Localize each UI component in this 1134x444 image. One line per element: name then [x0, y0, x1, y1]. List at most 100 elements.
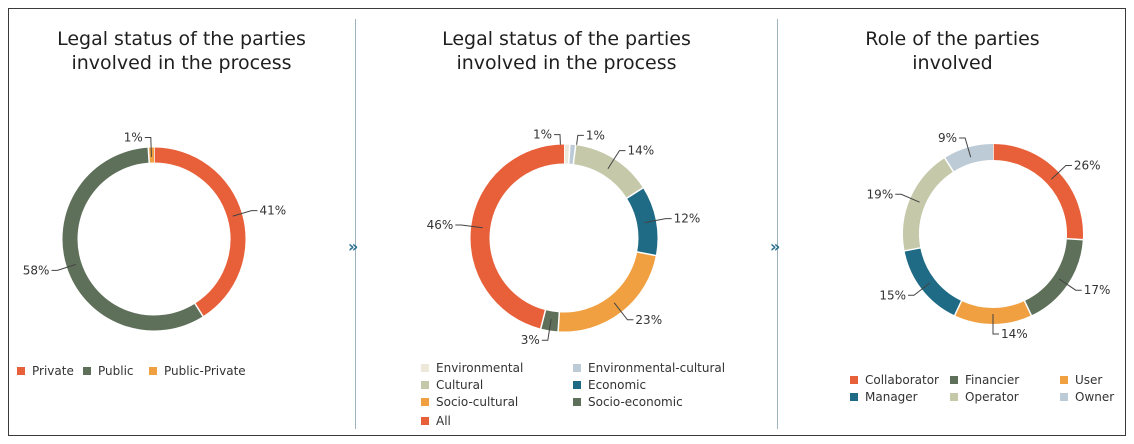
- legend-label: User: [1075, 373, 1103, 387]
- legend-item-financier: Financier: [950, 373, 1019, 387]
- chart-title: Legal status of the parties involved in …: [9, 27, 354, 75]
- legend-swatch: [83, 367, 91, 375]
- data-label-cultural: 14%: [627, 144, 654, 158]
- legend-item-environmental-cultural: Environmental-cultural: [573, 361, 725, 375]
- legend-item-collaborator: Collaborator: [850, 373, 939, 387]
- slice-separator: [557, 311, 561, 333]
- donut-chart: 41% 58% 1%: [23, 131, 286, 331]
- data-label-operator: 19%: [867, 187, 894, 201]
- chart-legend: Environmental Environmental-cultural Cul…: [356, 9, 777, 437]
- data-label-socio-economic: 3%: [521, 333, 540, 347]
- slice-separator: [1065, 237, 1084, 241]
- legend-swatch: [421, 398, 429, 406]
- legend-swatch: [17, 367, 25, 375]
- legend-item-manager: Manager: [850, 390, 918, 404]
- legend-swatch: [950, 376, 958, 384]
- slice-separator: [567, 143, 571, 165]
- legend-swatch: [850, 376, 858, 384]
- legend-label: Operator: [965, 390, 1019, 404]
- legend-label: Manager: [865, 390, 918, 404]
- legend-swatch: [1060, 376, 1068, 384]
- legend-swatch: [421, 417, 429, 425]
- label-leader-line: [232, 210, 258, 217]
- legend-swatch: [421, 381, 429, 389]
- legend-label: Collaborator: [865, 373, 939, 387]
- legend-label: Environmental-cultural: [588, 361, 726, 375]
- data-label-public-private: 1%: [124, 131, 143, 145]
- legend-item-owner: Owner: [1060, 390, 1114, 404]
- chevron-double-right-icon: »: [770, 237, 781, 256]
- legend-label: Socio-cultural: [436, 395, 519, 409]
- chart-title: Role of the parties involved: [778, 27, 1127, 75]
- legend-label: Financier: [965, 373, 1020, 387]
- data-label-environmental: 1%: [533, 128, 552, 142]
- legend-item-environmental: Environmental: [421, 361, 523, 375]
- legend-swatch: [149, 367, 157, 375]
- label-leader-line: [992, 314, 999, 335]
- data-label-user: 14%: [1001, 327, 1028, 341]
- data-label-economic: 12%: [674, 212, 701, 226]
- data-label-collaborator: 26%: [1074, 159, 1101, 173]
- label-leader-line: [1058, 278, 1082, 291]
- legend-swatch: [573, 398, 581, 406]
- chart-title-line-1: Legal status of the parties: [442, 28, 691, 50]
- chart-title-line-2: involved in the process: [71, 52, 292, 74]
- legend-label: Economic: [588, 378, 647, 392]
- label-leader-line: [644, 218, 672, 224]
- slice-separator: [193, 302, 205, 318]
- legend-label: Private: [32, 364, 74, 378]
- data-label-owner: 9%: [938, 131, 957, 145]
- donut-chart: 1% 1% 14% 12% 23% 3% 46%: [427, 128, 701, 348]
- slice-separator: [903, 246, 922, 252]
- panel-divider: [777, 19, 778, 429]
- data-label-socio-cultural: 23%: [635, 313, 662, 327]
- legend-label: Public-Private: [164, 364, 246, 378]
- data-label-all: 46%: [427, 218, 454, 232]
- legend-item-private: Private: [17, 364, 74, 378]
- chart-title: Legal status of the parties involved in …: [356, 27, 777, 75]
- data-label-public: 58%: [23, 263, 50, 277]
- legend-label: Owner: [1075, 390, 1115, 404]
- chevron-double-right-icon: »: [348, 237, 359, 256]
- data-label-private: 41%: [259, 204, 286, 218]
- label-leader-line: [455, 224, 483, 229]
- legend-item-all: All: [421, 414, 451, 428]
- chart-title-line-1: Legal status of the parties: [57, 28, 306, 50]
- legend-item-public-private: Public-Private: [149, 364, 246, 378]
- legend-swatch: [421, 364, 429, 372]
- figure-frame: Legal status of the parties involved in …: [8, 8, 1126, 436]
- legend-label: Public: [98, 364, 134, 378]
- legend-item-economic: Economic: [573, 378, 646, 392]
- legend-swatch: [1060, 393, 1068, 401]
- legend-label: Cultural: [436, 378, 484, 392]
- legend-item-public: Public: [83, 364, 134, 378]
- label-leader-line: [959, 137, 972, 158]
- legend-label: All: [436, 414, 451, 428]
- slice-separator: [1023, 299, 1033, 317]
- chart-legend: Collaborator Financier User Manager Oper…: [778, 9, 1127, 437]
- legend-swatch: [573, 364, 581, 372]
- slice-separator: [625, 186, 645, 200]
- label-leader-line: [907, 282, 931, 296]
- label-leader-line: [607, 150, 626, 170]
- data-label-financier: 17%: [1084, 283, 1111, 297]
- legend-item-socio-cultural: Socio-cultural: [421, 395, 518, 409]
- label-leader-line: [1050, 165, 1072, 180]
- chart-panel-legal-status-1: Legal status of the parties involved in …: [9, 9, 354, 435]
- label-leader-line: [541, 318, 552, 341]
- label-leader-line: [895, 193, 920, 203]
- legend-item-cultural: Cultural: [421, 378, 483, 392]
- data-label-manager: 15%: [879, 288, 906, 302]
- legend-item-socio-economic: Socio-economic: [573, 395, 683, 409]
- panel-divider: [355, 19, 356, 429]
- chart-title-line-2: involved in the process: [456, 52, 677, 74]
- chart-panel-role: Role of the parties involved 26% 17% 14% 15…: [778, 9, 1127, 435]
- chart-legend: Private Public Public-Private: [9, 9, 354, 437]
- label-leader-line: [144, 137, 152, 158]
- chart-title-line-2: involved: [912, 52, 993, 74]
- legend-label: Socio-economic: [588, 395, 683, 409]
- slice-separator: [953, 299, 963, 317]
- legend-label: Environmental: [436, 361, 524, 375]
- legend-swatch: [573, 381, 581, 389]
- legend-item-user: User: [1060, 373, 1102, 387]
